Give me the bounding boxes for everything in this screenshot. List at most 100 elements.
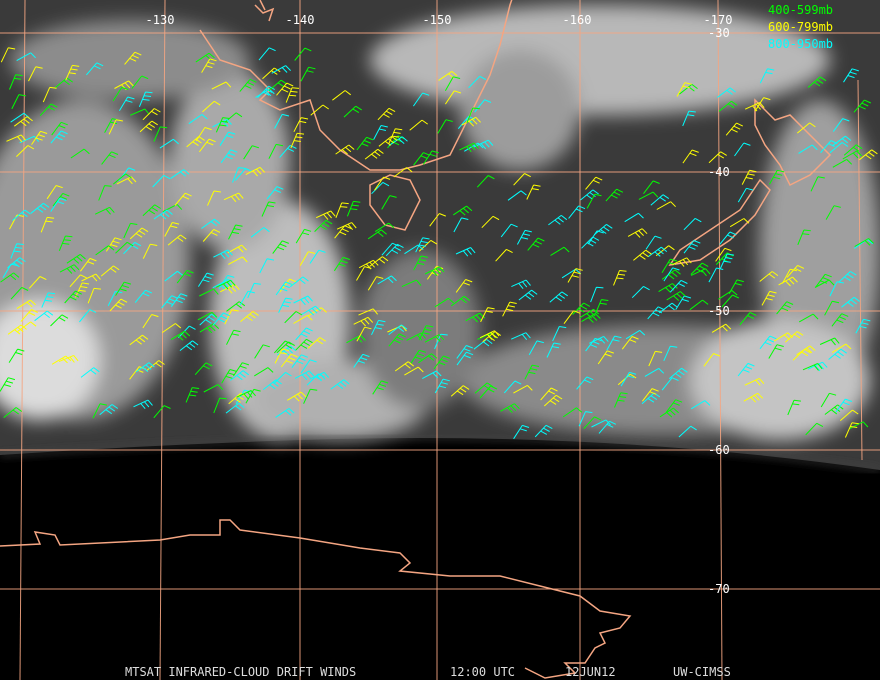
wind-barb: [450, 385, 470, 397]
wind-barb: [10, 243, 24, 259]
footer-text: MTSAT INFRARED-CLOUD DRIFT WINDS: [125, 665, 356, 679]
wind-barb: [16, 145, 35, 157]
wind-barb: [839, 409, 859, 421]
wind-barb: [373, 125, 388, 140]
wind-barb: [301, 305, 321, 316]
wind-barb: [388, 333, 406, 347]
wind-barb: [279, 144, 297, 158]
wind-barb: [219, 131, 236, 146]
wind-barb: [802, 362, 823, 371]
wind-barb: [507, 190, 527, 201]
wind-barb: [105, 237, 122, 252]
wind-barb: [388, 128, 403, 144]
wind-barb: [50, 197, 67, 212]
wind-barb: [3, 407, 23, 418]
wind-barb: [211, 81, 232, 90]
wind-barb: [835, 398, 853, 413]
wind-barb: [114, 80, 134, 91]
wind-barb: [810, 176, 825, 192]
wind-barb: [259, 258, 275, 274]
wind-barb: [303, 388, 318, 404]
wind-barb: [86, 62, 104, 76]
wind-barb: [118, 96, 135, 111]
wind-barb: [819, 337, 840, 346]
wind-barb: [690, 268, 711, 277]
wind-barb: [142, 314, 159, 329]
longitude-label: -150: [423, 13, 452, 27]
wind-barb: [107, 291, 123, 307]
wind-barb: [16, 52, 36, 62]
wind-barb: [287, 391, 307, 402]
wind-barb: [276, 341, 295, 354]
wind-barb: [364, 148, 384, 160]
wind-barb: [335, 202, 349, 218]
longitude-label: -140: [286, 13, 315, 27]
wind-barb: [40, 216, 55, 233]
wind-barb: [473, 139, 494, 150]
wind-barb: [798, 144, 818, 154]
longitude-label: -170: [704, 13, 733, 27]
wind-barb: [300, 66, 316, 82]
wind-barb: [650, 194, 670, 206]
wind-barb: [518, 289, 538, 301]
wind-barb: [413, 255, 428, 271]
wind-barb: [99, 404, 119, 416]
wind-barb: [377, 275, 397, 285]
wind-barb: [797, 229, 811, 245]
wind-barb: [334, 225, 352, 239]
wind-barb: [843, 68, 859, 83]
wind-barb: [476, 175, 495, 188]
wind-barb: [717, 87, 736, 98]
wind-barb: [258, 47, 276, 61]
wind-barb: [227, 244, 247, 254]
wind-barb: [754, 97, 771, 112]
wind-barb: [690, 262, 709, 275]
wind-barb: [159, 138, 179, 149]
wind-barb: [358, 259, 379, 270]
wind-barb: [631, 285, 650, 299]
wind-barb: [528, 340, 544, 356]
wind-barb: [185, 387, 200, 403]
wind-barb: [52, 192, 70, 207]
wind-barb: [335, 144, 355, 155]
wind-barb: [276, 82, 294, 96]
wind-barb: [524, 364, 540, 380]
wind-barb: [236, 390, 256, 400]
wind-barb: [202, 100, 221, 113]
wind-barb: [336, 222, 357, 231]
wind-barb: [101, 151, 119, 165]
wind-barb: [474, 382, 494, 394]
wind-barb: [672, 257, 692, 267]
wind-barb: [658, 283, 678, 293]
wind-barb: [824, 300, 840, 316]
wind-barb: [310, 104, 329, 116]
wind-barb: [412, 92, 430, 107]
latitude-label: -40: [708, 165, 730, 179]
wind-barb: [394, 361, 415, 372]
wind-barb: [708, 267, 724, 283]
wind-barb: [115, 281, 132, 296]
wind-barb: [79, 309, 97, 323]
wind-barb: [678, 425, 697, 438]
wind-barb: [645, 235, 662, 250]
wind-barb: [226, 301, 246, 312]
wind-barb: [134, 289, 153, 303]
wind-barb: [203, 384, 224, 393]
latitude-label: -70: [708, 582, 730, 596]
wind-barb: [299, 251, 316, 266]
wind-barb: [786, 264, 805, 278]
wind-barb: [30, 202, 50, 214]
wind-barb: [838, 271, 857, 283]
wind-barb: [638, 191, 659, 200]
wind-barb: [115, 241, 134, 254]
wind-barb: [388, 324, 408, 335]
wind-barb: [703, 353, 721, 367]
wind-barb: [112, 173, 132, 185]
wind-barb: [16, 299, 36, 310]
wind-barb: [513, 173, 531, 186]
wind-barb: [453, 217, 469, 233]
wind-barb: [855, 318, 871, 334]
wind-barb: [240, 311, 259, 322]
wind-barb: [123, 222, 138, 239]
